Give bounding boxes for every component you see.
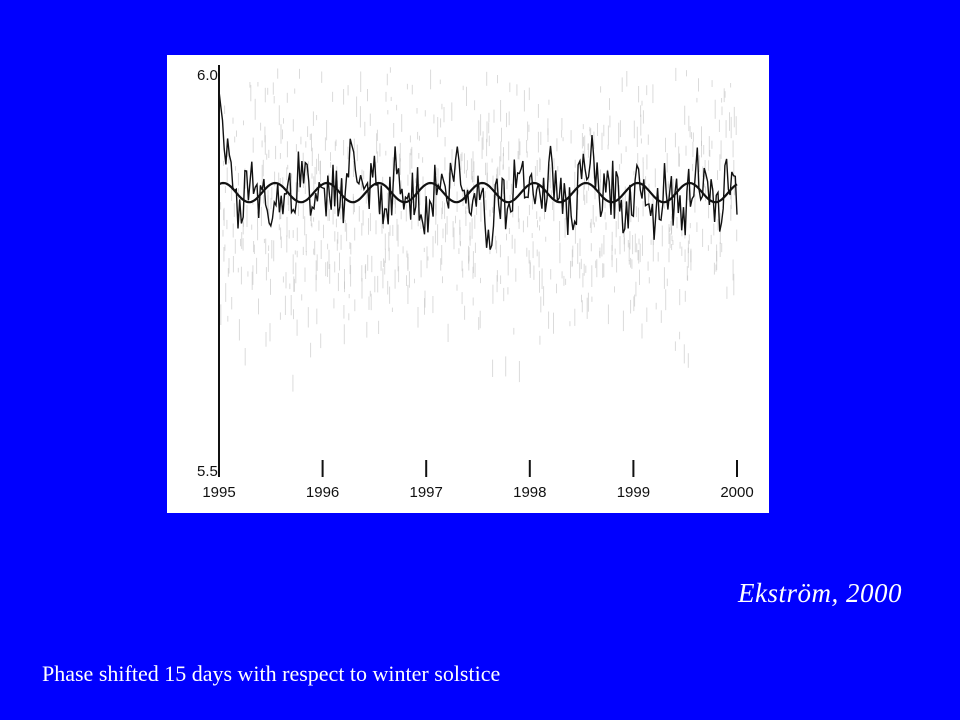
citation: Ekström, 2000	[738, 578, 902, 608]
y-tick-label-6.0: 6.0	[197, 67, 218, 84]
chart-panel: 1995 1996 1997 1998 1999 2000 5.5 6.0	[167, 55, 769, 513]
series-noisy-observed	[218, 90, 738, 250]
scatter-cloud	[218, 67, 738, 392]
y-tick-label-5.5: 5.5	[197, 463, 218, 480]
x-tick-label-1999: 1999	[617, 484, 650, 501]
tick-labels: 1995 1996 1997 1998 1999 2000 5.5 6.0	[197, 67, 754, 501]
caption: Phase shifted 15 days with respect to wi…	[42, 661, 501, 686]
x-axis-ticks	[218, 460, 738, 477]
x-tick-label-1997: 1997	[410, 484, 443, 501]
x-tick-label-2000: 2000	[720, 484, 753, 501]
series-fitted-sinusoid	[218, 181, 738, 204]
x-tick-label-1996: 1996	[306, 484, 339, 501]
x-tick-label-1998: 1998	[513, 484, 546, 501]
x-tick-label-1995: 1995	[202, 484, 235, 501]
time-series-chart: 1995 1996 1997 1998 1999 2000 5.5 6.0	[197, 65, 754, 501]
